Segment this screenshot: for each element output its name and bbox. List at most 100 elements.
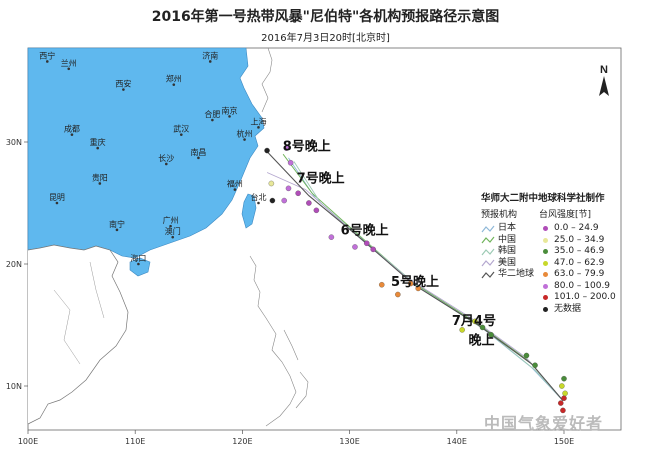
indochina-outline	[27, 244, 129, 425]
city-label: 南宁	[109, 219, 125, 229]
intensity-marker	[532, 362, 538, 369]
lat-tick-label: 30N	[6, 138, 22, 147]
city-dot	[96, 146, 99, 150]
intensity-marker	[561, 375, 567, 382]
intensity-marker	[281, 197, 287, 204]
agency-legend-label: 韩国	[498, 246, 517, 256]
intensity-marker	[328, 234, 335, 240]
lat-tick-label: 20N	[6, 260, 22, 269]
intensity-legend-row: 无数据	[539, 304, 639, 316]
agency-line-swatch	[481, 248, 495, 256]
north-arrow: N	[599, 64, 609, 96]
lon-tick-label: 100E	[18, 437, 38, 446]
city-dot	[233, 188, 237, 191]
intensity-marker	[283, 145, 290, 151]
city-dot	[172, 83, 176, 86]
city-label: 兰州	[61, 58, 77, 68]
track-line	[265, 150, 564, 401]
intensity-legend-row: 47.0 – 62.9	[539, 258, 639, 270]
city-dot	[243, 138, 246, 141]
intensity-marker	[479, 324, 486, 331]
intensity-marker	[560, 407, 566, 414]
agency-line-sample	[481, 271, 495, 279]
city-dot	[211, 118, 214, 122]
legend: 华师大二附中地球科学社制作 预报机构 日本 中国 韩国 美国 华二地球 台风强度[节] …	[481, 190, 641, 315]
city-label: 福州	[227, 180, 243, 189]
inland-border	[53, 261, 105, 365]
intensity-markers	[264, 145, 568, 414]
city-label: 济南	[202, 50, 218, 60]
intensity-dot	[543, 249, 548, 255]
day-label: 7号晚上	[297, 170, 345, 186]
city-dot	[228, 115, 231, 118]
city-dot	[122, 88, 125, 91]
intensity-marker	[523, 352, 530, 359]
intensity-marker	[559, 383, 565, 389]
agency-legend-row: 韩国	[481, 246, 539, 258]
city-dot	[197, 156, 200, 160]
hainan-island	[129, 257, 151, 277]
city-label: 西宁	[39, 50, 55, 60]
city-label: 广州	[163, 215, 179, 225]
intensity-dot	[543, 260, 548, 266]
intensity-legend-label: 0.0 – 24.9	[554, 223, 599, 233]
city-label: 西安	[115, 79, 131, 89]
north-arrow-label: N	[600, 64, 608, 76]
city-dot	[45, 60, 49, 63]
intensity-marker	[306, 200, 312, 206]
intensity-marker	[415, 285, 421, 292]
city-label: 昆明	[49, 193, 65, 202]
intensity-marker	[459, 327, 465, 333]
city-label: 南京	[222, 105, 238, 115]
intensity-legend-row: 80.0 – 100.9	[539, 281, 639, 293]
city-label: 武汉	[173, 124, 189, 134]
city-dot	[164, 162, 168, 166]
city-label: 台北	[250, 192, 266, 202]
map-title: 2016年第一号热带风暴"尼伯特"各机构预报路径示意图	[151, 9, 500, 25]
intensity-marker	[407, 280, 414, 287]
city-label: 郑州	[166, 74, 182, 84]
intensity-legend-label: 101.0 – 200.0	[554, 292, 616, 302]
agency-line-swatch	[481, 259, 495, 267]
intensity-dot	[543, 295, 548, 301]
day-label: 6号晚上	[341, 223, 389, 239]
taiwan-island	[241, 193, 257, 229]
intensity-marker	[561, 395, 567, 401]
intensity-legend-row: 25.0 – 34.9	[539, 235, 639, 247]
agency-legend-label: 日本	[498, 223, 517, 233]
city-dot	[98, 182, 102, 185]
city-dot	[70, 133, 74, 136]
intensity-marker	[370, 246, 376, 253]
city-label: 长沙	[158, 153, 174, 163]
intensity-marker	[379, 281, 385, 288]
lat-tick-label: 10N	[6, 382, 22, 391]
intensity-marker	[395, 291, 401, 298]
korea-peninsula	[261, 47, 273, 113]
intensity-dot	[543, 272, 548, 278]
agency-line-sample	[481, 236, 495, 244]
intensity-dot	[543, 226, 548, 232]
agency-line-sample	[481, 259, 495, 267]
city-label: 重庆	[90, 137, 106, 147]
intensity-marker	[313, 207, 320, 214]
agency-legend-row: 日本	[481, 223, 539, 235]
city-dot	[137, 262, 140, 266]
intensity-legend: 台风强度[节] 0.0 – 24.9 25.0 – 34.9 35.0 – 46.9…	[539, 207, 639, 315]
intensity-dot	[543, 237, 548, 243]
lon-tick-label: 120E	[232, 437, 252, 446]
agency-legend-row: 中国	[481, 235, 539, 247]
city-dot	[257, 126, 260, 129]
lon-tick-label: 140E	[447, 437, 467, 446]
city-label: 南昌	[190, 147, 206, 157]
legend-credit: 华师大二附中地球科学社制作	[481, 193, 605, 204]
intensity-legend-label: 47.0 – 62.9	[554, 257, 605, 268]
intensity-marker	[558, 400, 564, 406]
day-label: 晚上	[468, 333, 494, 349]
agency-legend-label: 美国	[498, 257, 517, 268]
intensity-marker	[488, 332, 494, 338]
day-label: 7月4号	[452, 314, 496, 329]
agency-legend-row: 美国	[481, 258, 539, 270]
agency-legend-label: 华二地球	[498, 269, 535, 279]
